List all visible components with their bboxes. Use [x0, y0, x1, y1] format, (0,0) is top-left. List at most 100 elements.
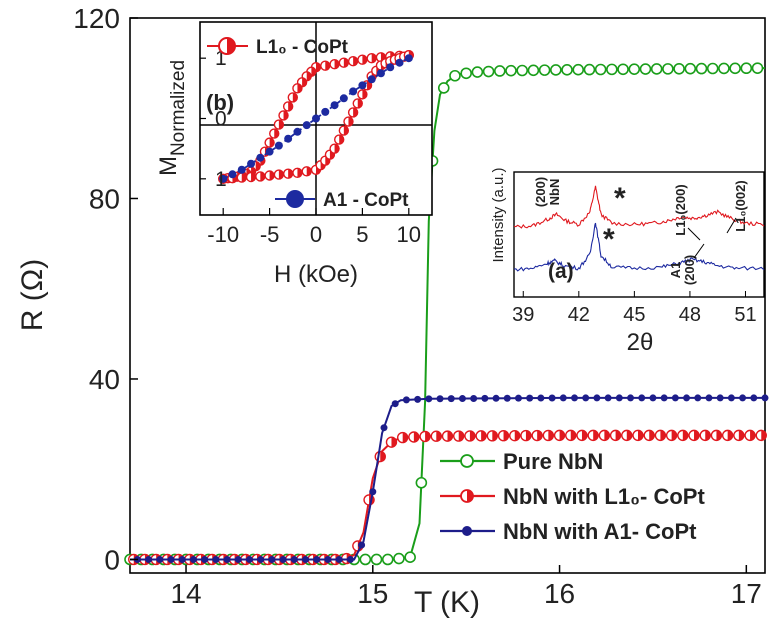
annotation-a1-name: A1: [668, 262, 683, 279]
main-data-point: [290, 555, 298, 563]
inset-b-data-point: [338, 57, 350, 68]
annotation-l10-200-text: L1₀(200): [673, 184, 688, 235]
annotation-a1-arrow: [693, 243, 705, 259]
main-series-line-2: [130, 396, 765, 561]
inset-b-data-point: [301, 166, 312, 177]
main-data-point: [425, 395, 433, 403]
main-data-point: [437, 82, 450, 94]
inset-b-data-point: [312, 114, 320, 123]
main-data-point: [606, 63, 618, 76]
main-data-point: [733, 429, 745, 442]
inset-b-data-point: [255, 171, 266, 182]
inset-b-data-point: [347, 107, 359, 118]
inset-b-data-point: [236, 172, 247, 183]
main-data-point: [706, 62, 719, 75]
main-data-point: [553, 429, 566, 442]
main-data-point: [615, 394, 623, 402]
main-data-point: [497, 430, 510, 442]
main-data-point: [750, 394, 758, 402]
main-data-point: [526, 394, 534, 402]
annotation-star-top: *: [614, 182, 626, 215]
inset-b-data-point: [284, 134, 293, 143]
main-data-point: [268, 555, 276, 563]
main-data-point: [178, 555, 186, 563]
main-data-point: [632, 429, 644, 442]
annotation-l10-200-arrow: [687, 227, 701, 241]
main-data-point: [531, 429, 543, 442]
main-data-point: [537, 394, 545, 402]
svg-text:MNormalized: MNormalized: [155, 60, 189, 176]
inset-a-frame: [513, 171, 765, 298]
main-data-point: [464, 430, 476, 442]
inset-b-data-point: [395, 58, 404, 67]
main-data-point: [380, 424, 388, 432]
inset-b-y-tick-label: 0: [215, 108, 227, 131]
annotation-l10-200: L1₀(200): [673, 184, 688, 235]
inset-b-data-point: [273, 169, 285, 180]
inset-b-data-point: [358, 81, 367, 90]
main-data-point: [436, 395, 444, 403]
main-data-point: [393, 552, 405, 565]
inset-b-data-point: [282, 168, 294, 179]
main-data-point: [617, 63, 629, 76]
inset-b-legend-l10-label: L1₀ - CoPt: [256, 37, 349, 58]
annotation-l10-002-arrow: [726, 217, 737, 234]
inset-b-data-point: [274, 141, 283, 150]
inset-b-y-tick-label: 1: [215, 47, 227, 70]
inset-a-ticks-layer: 39 42 45 48 51: [512, 291, 757, 326]
main-series-layer: [124, 62, 769, 566]
main-data-point: [167, 555, 175, 563]
main-data-point: [385, 436, 398, 448]
main-data-point: [441, 430, 454, 442]
main-data-point: [718, 62, 730, 75]
main-data-point: [705, 394, 713, 402]
inset-b-data-point: [228, 170, 237, 179]
inset-b-data-point: [282, 101, 294, 112]
inset-a-plot: 39 42 45 48 51 (a) 2θ Intensity (a.u.) (200)…: [490, 167, 765, 356]
main-data-point: [460, 67, 472, 80]
main-data-point: [156, 555, 164, 563]
main-data-point: [493, 65, 506, 77]
inset-a-trace-0: [513, 185, 765, 229]
main-data-point: [609, 429, 622, 442]
main-data-point: [324, 555, 332, 563]
main-data-point: [721, 429, 734, 442]
legend-label-l10-copt: NbN with L1₀- CoPt: [503, 484, 705, 509]
main-data-point: [638, 394, 646, 402]
main-data-point: [313, 555, 321, 563]
inset-a-x-tick-label: 48: [679, 304, 701, 326]
inset-a-trace-1: [513, 222, 765, 272]
main-data-point: [374, 450, 386, 463]
main-data-point: [419, 430, 431, 443]
main-data-point: [458, 395, 466, 403]
inset-b-legend-l10: L1₀ - CoPt: [207, 37, 349, 58]
inset-b-data-point: [321, 107, 330, 116]
legend-label-pure-nbn: Pure NbN: [503, 449, 603, 474]
inset-b-y-axis-subscript: Normalized: [168, 60, 189, 156]
main-data-point: [677, 429, 689, 442]
inset-b-data-point: [352, 98, 363, 109]
inset-b-data-point: [357, 89, 368, 100]
annotation-a1-200: A1 (200): [668, 255, 697, 285]
main-data-point: [583, 63, 596, 76]
main-data-point: [683, 394, 691, 402]
main-data-point: [391, 400, 399, 408]
main-data-point: [370, 553, 383, 566]
main-data-point: [665, 429, 678, 442]
inset-b-data-point: [376, 69, 385, 78]
main-data-point: [475, 430, 487, 442]
inset-b-x-tick-label: -10: [207, 222, 239, 247]
main-data-point: [561, 64, 573, 76]
main-data-point: [279, 555, 287, 563]
main-data-point: [145, 555, 153, 563]
inset-a-series-layer: [513, 185, 765, 272]
main-data-point: [369, 488, 377, 496]
inset-b-data-point: [366, 52, 377, 64]
inset-a-panel-label: (a): [548, 260, 574, 283]
main-data-point: [550, 64, 562, 76]
main-data-point: [576, 429, 588, 442]
